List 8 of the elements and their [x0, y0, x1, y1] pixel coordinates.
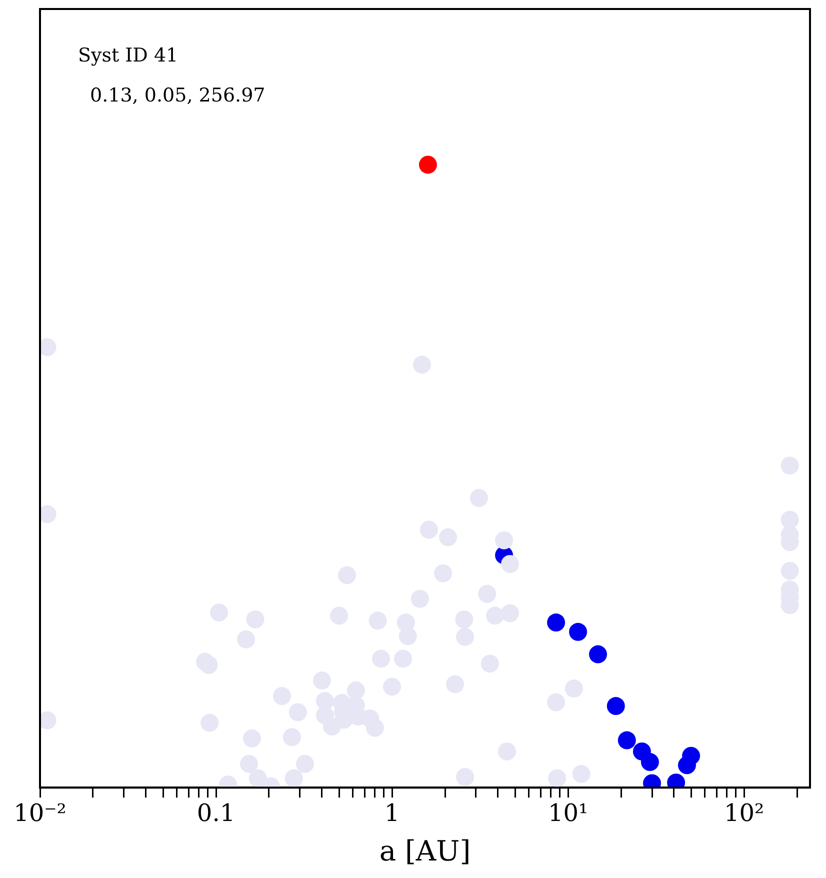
x-tick-label: 1: [384, 799, 400, 828]
x-tick-label: 10²: [724, 799, 764, 828]
text: Syst ID 41: [78, 44, 178, 66]
x-axis-title: a [AU]: [379, 834, 471, 868]
text: 0.13, 0.05, 256.97: [90, 84, 266, 106]
x-tick-label: 10¹: [548, 799, 588, 828]
x-tick-label: 0.1: [196, 799, 236, 828]
x-tick-label: 10⁻²: [14, 799, 66, 828]
